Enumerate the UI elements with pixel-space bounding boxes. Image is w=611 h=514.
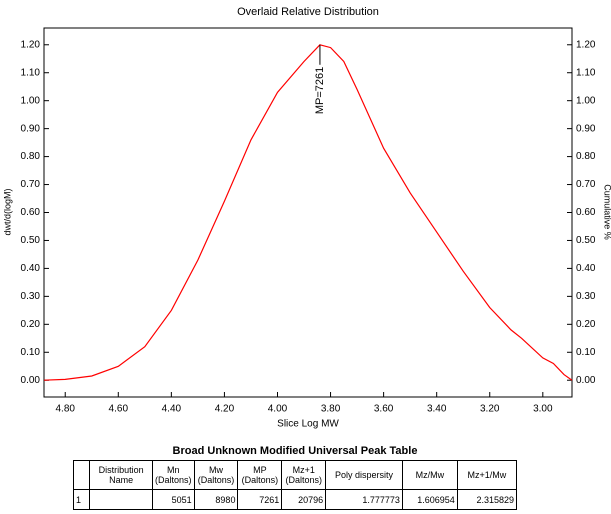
cell [89, 489, 153, 510]
x-tick-label: 4.80 [55, 404, 75, 415]
header-cell: Mw (Daltons) [193, 460, 239, 490]
header-cell: Mz+1/Mw [456, 460, 518, 490]
x-tick-label: 4.00 [268, 404, 288, 415]
y2-tick-label: 1.00 [576, 95, 596, 106]
x-axis-label: Slice Log MW [277, 419, 339, 430]
y2-tick-label: 0.50 [576, 235, 596, 246]
peak-table-wrap: Broad Unknown Modified Universal Peak Ta… [72, 443, 518, 510]
x-tick-label: 3.00 [533, 404, 553, 415]
data-row: 1 5051 8980 7261 20796 1.777773 1.606954 2.3158… [72, 489, 518, 510]
series-line [43, 44, 573, 381]
cell: 5051 [151, 489, 195, 510]
chart-title: Overlaid Relative Distribution [237, 6, 379, 18]
y-tick-label: 0.90 [21, 123, 41, 134]
y-tick-label: 0.40 [21, 263, 41, 274]
cell: 2.315829 [456, 489, 518, 510]
y2-tick-label: 0.80 [576, 151, 596, 162]
y2-axis-label: Cumulative % [603, 184, 611, 240]
x-tick-label: 4.60 [109, 404, 129, 415]
y-tick-label: 0.30 [21, 291, 41, 302]
cell: 1.777773 [325, 489, 403, 510]
header-cell [72, 460, 91, 490]
y-tick-label: 0.60 [21, 207, 41, 218]
x-tick-label: 3.20 [480, 404, 500, 415]
chart: Overlaid Relative Distribution Slice Log… [2, 6, 611, 430]
y-tick-label: 0.00 [21, 375, 41, 386]
header-cell: Distribution Name [89, 460, 153, 490]
header-row: Distribution Name Mn (Daltons) Mw (Daltons… [72, 460, 518, 490]
cell: 20796 [281, 489, 327, 510]
y-tick-label: 1.20 [21, 39, 41, 50]
y-tick-label: 1.10 [21, 67, 41, 78]
x-tick-label: 4.40 [162, 404, 182, 415]
y2-tick-label: 0.40 [576, 263, 596, 274]
y2-tick-label: 1.10 [576, 67, 596, 78]
header-cell: Poly dispersity [325, 460, 403, 490]
y-tick-label: 1.00 [21, 95, 41, 106]
y2-tick-label: 0.60 [576, 207, 596, 218]
y-tick-label: 0.20 [21, 319, 41, 330]
y2-tick-label: 0.20 [576, 319, 596, 330]
x-tick-label: 3.60 [374, 404, 394, 415]
x-tick-label: 3.80 [321, 404, 341, 415]
x-tick-label: 4.20 [215, 404, 235, 415]
y-tick-label: 0.10 [21, 347, 41, 358]
cell: 7261 [237, 489, 283, 510]
y-tick-label: 0.70 [21, 179, 41, 190]
y-tick-label: 0.80 [21, 151, 41, 162]
y2-tick-label: 0.00 [576, 375, 596, 386]
header-cell: Mn (Daltons) [151, 460, 195, 490]
y-tick-label: 0.50 [21, 235, 41, 246]
cell: 8980 [193, 489, 239, 510]
x-tick-label: 3.40 [427, 404, 447, 415]
y2-tick-label: 0.90 [576, 123, 596, 134]
plot-frame [43, 27, 573, 398]
peak-table: Distribution Name Mn (Daltons) Mw (Daltons… [72, 460, 518, 510]
cell: 1 [72, 489, 91, 510]
table-title: Broad Unknown Modified Universal Peak Ta… [172, 445, 418, 457]
header-cell: MP (Daltons) [237, 460, 283, 490]
y2-tick-label: 0.30 [576, 291, 596, 302]
y2-tick-label: 0.10 [576, 347, 596, 358]
header-cell: Mz/Mw [401, 460, 458, 490]
cell: 1.606954 [401, 489, 458, 510]
y2-tick-label: 0.70 [576, 179, 596, 190]
header-cell: Mz+1 (Daltons) [281, 460, 327, 490]
annotation: MP=7261 [314, 67, 326, 114]
y2-tick-label: 1.20 [576, 39, 596, 50]
y-axis-label: dwt/d(logM) [2, 188, 12, 235]
